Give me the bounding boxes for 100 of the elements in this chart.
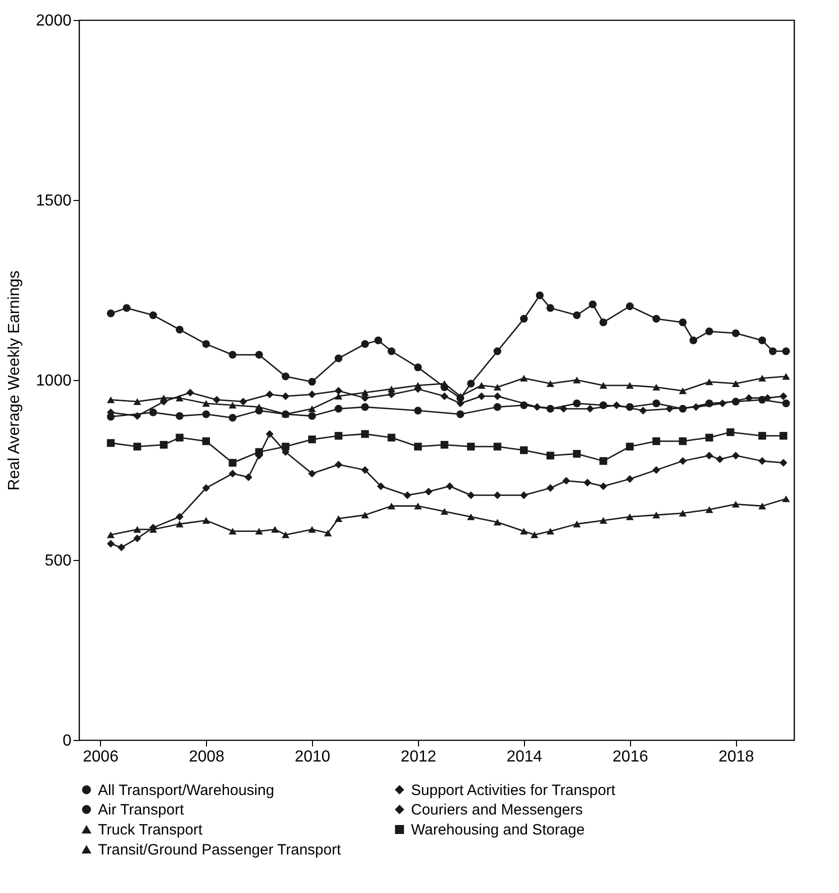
point — [271, 526, 279, 533]
point — [678, 318, 687, 326]
legend-label: Air Transport — [98, 802, 185, 818]
point — [782, 400, 790, 408]
point — [122, 304, 131, 312]
point — [133, 442, 142, 450]
point — [678, 404, 687, 413]
point — [228, 528, 236, 535]
point — [467, 491, 475, 500]
point — [520, 446, 528, 454]
point — [334, 460, 342, 468]
point — [334, 354, 342, 362]
point — [716, 455, 724, 464]
point — [282, 442, 290, 450]
point — [652, 314, 660, 323]
point — [186, 388, 194, 396]
point — [494, 442, 502, 450]
point — [678, 457, 687, 465]
point — [758, 502, 766, 510]
point — [228, 414, 236, 422]
point — [266, 430, 274, 438]
point — [374, 336, 382, 344]
point — [494, 347, 502, 356]
point — [202, 340, 210, 348]
point — [560, 404, 568, 413]
point — [361, 466, 369, 474]
point — [176, 394, 184, 402]
point — [626, 475, 634, 483]
point — [361, 403, 369, 411]
point — [149, 311, 158, 320]
point — [626, 513, 634, 520]
point — [133, 412, 142, 420]
point — [388, 434, 396, 442]
point — [562, 476, 570, 485]
point — [705, 434, 714, 442]
x-tick-label: 2012 — [400, 748, 436, 766]
point — [176, 512, 184, 521]
point — [612, 401, 620, 410]
point — [782, 495, 790, 502]
point — [239, 398, 248, 406]
point — [133, 534, 142, 542]
point — [228, 402, 236, 409]
point — [176, 412, 184, 420]
point — [599, 401, 608, 410]
point — [546, 380, 554, 387]
point — [334, 386, 342, 395]
point — [533, 403, 542, 411]
point — [764, 394, 772, 402]
point — [160, 440, 168, 449]
point — [732, 398, 740, 406]
point — [758, 374, 766, 382]
point — [440, 392, 448, 400]
point — [494, 384, 502, 391]
point — [652, 384, 660, 391]
point — [732, 500, 740, 508]
point — [758, 336, 766, 344]
point — [244, 473, 252, 482]
point — [678, 387, 687, 394]
point — [782, 347, 790, 356]
point — [782, 373, 790, 380]
legend-label: All Transport/Warehousing — [98, 782, 274, 799]
legend-label: Warehousing and Storage — [411, 822, 585, 838]
point — [424, 488, 432, 496]
point — [536, 292, 544, 300]
point — [692, 403, 700, 411]
point — [282, 372, 290, 380]
point — [202, 400, 210, 407]
point — [652, 400, 660, 408]
point — [202, 410, 210, 418]
point — [494, 403, 502, 411]
point — [572, 450, 581, 458]
point — [255, 404, 263, 410]
point — [282, 531, 290, 538]
point — [446, 482, 454, 490]
point — [324, 530, 332, 536]
point — [361, 389, 369, 396]
x-tick-label: 2006 — [82, 748, 119, 766]
point — [308, 390, 316, 398]
point — [718, 400, 726, 408]
point — [228, 470, 236, 478]
x-tick-label: 2014 — [506, 748, 542, 766]
point — [106, 540, 115, 548]
point — [745, 394, 753, 402]
point — [732, 452, 740, 460]
point — [282, 392, 290, 400]
point — [599, 457, 608, 465]
legend-label: Couriers and Messengers — [411, 802, 583, 818]
point — [666, 404, 674, 413]
point — [133, 398, 142, 405]
legend-label: Truck Transport — [98, 822, 204, 838]
point — [117, 544, 126, 552]
point — [334, 432, 342, 440]
point — [388, 386, 396, 392]
point — [212, 396, 221, 404]
point — [768, 347, 777, 356]
point — [758, 396, 766, 404]
point — [478, 382, 486, 389]
point — [467, 442, 475, 450]
point — [588, 300, 597, 308]
point — [160, 394, 168, 402]
